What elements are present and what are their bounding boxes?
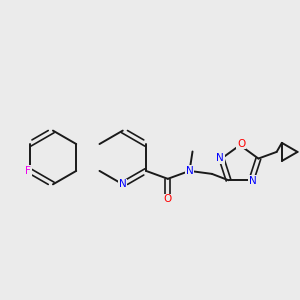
Text: O: O (164, 194, 172, 204)
Text: N: N (186, 166, 194, 176)
Text: N: N (216, 153, 224, 163)
Text: N: N (249, 176, 257, 186)
Text: O: O (237, 139, 246, 149)
Text: N: N (119, 179, 127, 189)
Text: F: F (25, 166, 31, 176)
